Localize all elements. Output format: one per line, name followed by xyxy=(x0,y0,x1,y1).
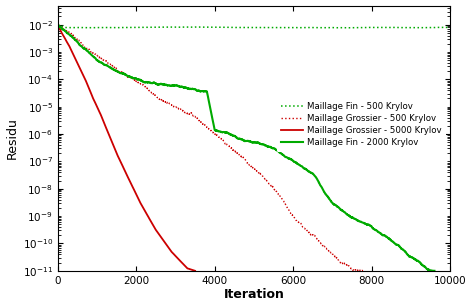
Maillage Grossier - 500 Krylov xyxy=(55,23,60,26)
Maillage Fin - 500 Krylov xyxy=(290,26,296,29)
Maillage Fin - 500 Krylov xyxy=(310,26,316,29)
Line: Maillage Fin - 500 Krylov: Maillage Fin - 500 Krylov xyxy=(58,25,450,28)
Maillage Grossier - 5000 Krylov xyxy=(163,242,169,246)
Maillage Fin - 2000 Krylov xyxy=(364,223,370,227)
Maillage Grossier - 5000 Krylov xyxy=(62,36,67,40)
Maillage Grossier - 5000 Krylov xyxy=(188,268,194,271)
Y-axis label: Residu: Residu xyxy=(6,117,18,159)
Maillage Grossier - 500 Krylov xyxy=(360,269,365,273)
Legend: Maillage Fin - 500 Krylov, Maillage Grossier - 500 Krylov, Maillage Grossier - 5: Maillage Fin - 500 Krylov, Maillage Gros… xyxy=(277,98,446,152)
Maillage Fin - 500 Krylov xyxy=(447,25,453,29)
Maillage Grossier - 500 Krylov xyxy=(184,111,189,115)
Maillage Fin - 2000 Krylov xyxy=(281,154,287,157)
Line: Maillage Grossier - 500 Krylov: Maillage Grossier - 500 Krylov xyxy=(58,25,364,271)
Maillage Fin - 500 Krylov xyxy=(55,23,60,26)
Maillage Fin - 2000 Krylov xyxy=(55,23,60,26)
Maillage Grossier - 5000 Krylov xyxy=(55,23,60,26)
Maillage Grossier - 5000 Krylov xyxy=(122,168,127,172)
Maillage Grossier - 500 Krylov xyxy=(352,269,357,272)
Maillage Fin - 500 Krylov xyxy=(378,26,383,29)
Maillage Fin - 2000 Krylov xyxy=(429,269,435,273)
Maillage Grossier - 500 Krylov xyxy=(337,260,342,263)
X-axis label: Iteration: Iteration xyxy=(223,289,284,301)
Maillage Grossier - 500 Krylov xyxy=(277,194,283,198)
Line: Maillage Grossier - 5000 Krylov: Maillage Grossier - 5000 Krylov xyxy=(58,25,195,271)
Maillage Fin - 2000 Krylov xyxy=(300,165,305,169)
Maillage Fin - 2000 Krylov xyxy=(431,269,437,273)
Maillage Grossier - 5000 Krylov xyxy=(192,269,198,273)
Maillage Grossier - 500 Krylov xyxy=(186,111,192,115)
Maillage Fin - 500 Krylov xyxy=(348,26,354,30)
Maillage Grossier - 5000 Krylov xyxy=(118,161,124,164)
Maillage Grossier - 500 Krylov xyxy=(361,269,367,273)
Maillage Grossier - 500 Krylov xyxy=(200,122,206,126)
Maillage Fin - 500 Krylov xyxy=(126,26,132,29)
Maillage Fin - 2000 Krylov xyxy=(199,89,204,93)
Line: Maillage Fin - 2000 Krylov: Maillage Fin - 2000 Krylov xyxy=(58,25,434,271)
Maillage Grossier - 5000 Krylov xyxy=(188,268,194,271)
Maillage Fin - 500 Krylov xyxy=(205,25,211,29)
Maillage Fin - 2000 Krylov xyxy=(123,73,129,77)
Maillage Fin - 2000 Krylov xyxy=(336,206,342,209)
Maillage Fin - 500 Krylov xyxy=(343,26,349,30)
